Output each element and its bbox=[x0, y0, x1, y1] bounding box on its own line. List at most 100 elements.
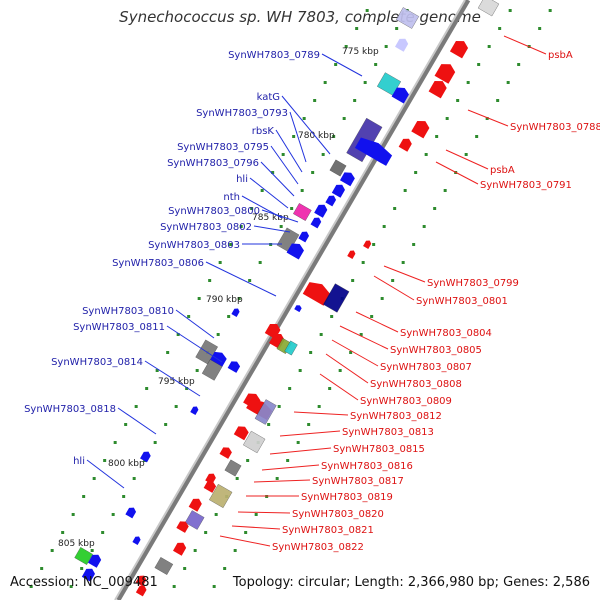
gene-arrow bbox=[363, 240, 372, 249]
gene-label-reverse: SynWH7803_0805 bbox=[390, 345, 482, 356]
gene-label-reverse: SynWH7803_0812 bbox=[350, 411, 442, 422]
tick-dot bbox=[237, 297, 241, 300]
tick-dot bbox=[244, 531, 248, 534]
tick-dot bbox=[498, 27, 502, 30]
tick-dot bbox=[258, 261, 262, 264]
tick-dot bbox=[229, 243, 233, 246]
gene-label-reverse: SynWH7803_0813 bbox=[342, 427, 434, 438]
scale-label: 805 kbp bbox=[58, 539, 95, 549]
scale-label: 785 kbp bbox=[252, 213, 289, 223]
tick-dot bbox=[279, 225, 283, 228]
tick-dot bbox=[548, 9, 552, 12]
tick-dot bbox=[475, 135, 479, 138]
tick-dot bbox=[92, 477, 96, 480]
gene-label-reverse: SynWH7803_0807 bbox=[380, 362, 472, 373]
gene-label-forward: SynWH7803_0789 bbox=[228, 50, 320, 61]
tick-dot bbox=[29, 585, 33, 588]
gene-arrow-body bbox=[227, 361, 241, 373]
tick-dot bbox=[275, 477, 279, 480]
gene-arrow bbox=[428, 81, 447, 99]
tick-dot bbox=[393, 207, 397, 210]
gene-box-body bbox=[293, 203, 312, 221]
label-connector bbox=[383, 265, 426, 283]
tick-dot bbox=[309, 351, 313, 354]
gene-arrow-body bbox=[411, 121, 430, 139]
gene-box-body bbox=[201, 359, 223, 381]
gene-arrow-body bbox=[449, 41, 469, 59]
backbone-line bbox=[115, 0, 471, 600]
tick-dot bbox=[374, 63, 378, 66]
gene-arrow bbox=[203, 481, 217, 493]
gene-label-forward: nth bbox=[223, 192, 240, 203]
gene-arrow-body bbox=[395, 38, 409, 52]
gene-features bbox=[74, 0, 500, 597]
scale-label: 780 kbp bbox=[298, 131, 335, 141]
gene-label-forward: hli bbox=[73, 456, 85, 467]
label-connector bbox=[293, 411, 349, 416]
tick-dot bbox=[330, 315, 334, 318]
tick-dot bbox=[365, 9, 369, 12]
gene-label-reverse: SynWH7803_0801 bbox=[416, 296, 508, 307]
gene-box-body bbox=[254, 399, 277, 425]
accession-label: Accession: NC_009481 bbox=[10, 575, 158, 590]
gene-arrow bbox=[135, 575, 147, 587]
gene-arrow bbox=[339, 172, 355, 187]
gene-arrow bbox=[314, 204, 328, 218]
gene-arrow bbox=[173, 542, 187, 556]
tick-dot bbox=[288, 387, 292, 390]
gene-arrow-body bbox=[354, 137, 393, 166]
gene-label-reverse: SynWH7803_0817 bbox=[312, 476, 404, 487]
tick-dot bbox=[296, 441, 300, 444]
gene-label-reverse: SynWH7803_0816 bbox=[321, 461, 413, 472]
gene-box-body bbox=[209, 484, 233, 508]
gene-arrow bbox=[294, 305, 302, 313]
gene-arrow-body bbox=[434, 64, 456, 84]
tick-dot bbox=[328, 387, 332, 390]
forward-gene-labels: SynWH7803_0789 katG SynWH7803_0793 rbsK SynW… bbox=[24, 50, 363, 489]
gene-arrow-body bbox=[363, 240, 372, 249]
tick-dot bbox=[351, 279, 355, 282]
tick-dot bbox=[235, 477, 239, 480]
tick-dot bbox=[164, 423, 168, 426]
gene-arrow-body bbox=[428, 81, 447, 99]
label-connector bbox=[269, 447, 332, 455]
label-connector bbox=[261, 464, 320, 471]
gene-box-body bbox=[224, 459, 242, 477]
label-connector bbox=[253, 479, 311, 483]
tick-dot bbox=[517, 63, 521, 66]
tick-dot bbox=[61, 531, 65, 534]
scale-labels: 775 kbp 780 kbp 785 kbp 790 kbp 795 kbp 800 k… bbox=[58, 47, 379, 549]
label-connector bbox=[321, 53, 363, 77]
gene-arrow-body bbox=[125, 507, 137, 519]
gene-label-forward: SynWH7803_0818 bbox=[24, 404, 116, 415]
gene-box bbox=[323, 283, 350, 313]
scale-label: 795 kbp bbox=[158, 377, 195, 387]
gene-arrow bbox=[411, 121, 430, 139]
tick-dot bbox=[69, 585, 73, 588]
gene-arrow-body bbox=[398, 138, 412, 152]
label-connector bbox=[435, 161, 479, 185]
tick-dot bbox=[223, 567, 227, 570]
tick-dot bbox=[204, 531, 208, 534]
label-connector bbox=[355, 311, 399, 333]
tick-marks bbox=[29, 9, 552, 588]
tick-dot bbox=[506, 81, 510, 84]
gene-arrow-body bbox=[173, 542, 187, 556]
gene-box bbox=[74, 547, 93, 565]
tick-dot bbox=[300, 189, 304, 192]
gene-label-reverse: SynWH7803_0821 bbox=[282, 525, 374, 536]
gene-arrow-body bbox=[203, 481, 217, 493]
tick-dot bbox=[372, 243, 376, 246]
tick-dot bbox=[286, 459, 290, 462]
label-connector bbox=[86, 459, 125, 489]
gene-box-body bbox=[396, 7, 419, 29]
label-connector bbox=[445, 149, 489, 170]
tick-dot bbox=[485, 117, 489, 120]
tick-dot bbox=[298, 369, 302, 372]
gene-arrow bbox=[176, 521, 189, 533]
tick-dot bbox=[174, 405, 178, 408]
tick-dot bbox=[80, 567, 84, 570]
gene-arrow bbox=[88, 554, 102, 568]
gene-arrow-body bbox=[331, 184, 345, 198]
gene-box bbox=[209, 484, 233, 508]
